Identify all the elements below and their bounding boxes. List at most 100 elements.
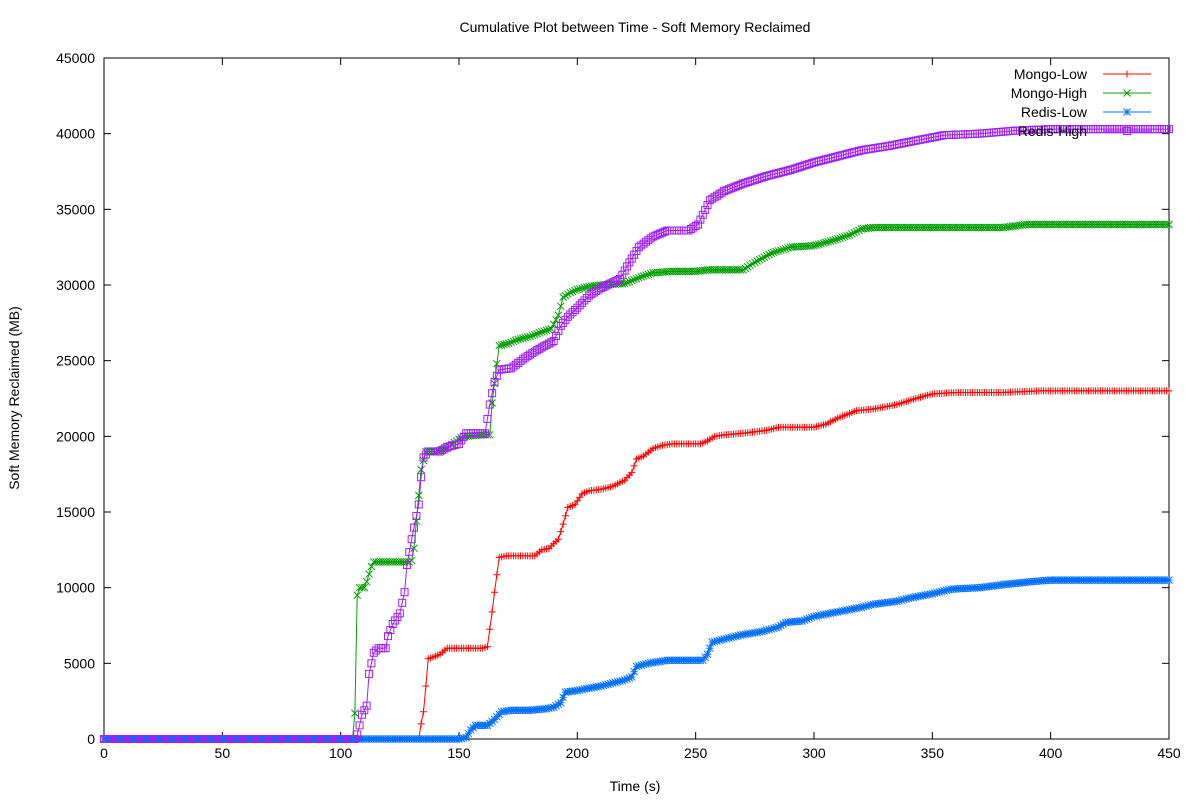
legend-marker [1123, 70, 1131, 78]
data-point [490, 377, 499, 386]
y-tick-label: 10000 [56, 580, 95, 596]
data-point [746, 261, 754, 270]
data-point [836, 234, 844, 242]
data-point [559, 693, 567, 702]
data-point [781, 244, 790, 253]
y-tick-label: 25000 [56, 353, 95, 369]
data-point [604, 680, 612, 689]
x-tick-label: 150 [447, 745, 471, 761]
data-point [696, 215, 705, 224]
data-point [630, 667, 638, 676]
data-point [502, 340, 511, 348]
data-point [554, 311, 563, 320]
data-point [568, 308, 577, 317]
legend-label: Mongo-High [1011, 85, 1087, 101]
legend-label: Mongo-Low [1014, 66, 1088, 82]
data-point [552, 331, 561, 340]
x-tick-label: 100 [329, 745, 353, 761]
data-point [557, 528, 565, 536]
data-point [620, 266, 629, 275]
x-tick-label: 0 [100, 745, 108, 761]
data-point [807, 241, 816, 250]
data-point [611, 678, 620, 687]
data-point [777, 246, 785, 255]
data-point [575, 285, 584, 293]
data-point [613, 677, 622, 686]
data-point [703, 201, 712, 210]
data-point [357, 710, 366, 719]
data-point [578, 284, 586, 293]
data-point [407, 556, 416, 565]
data-point [937, 587, 946, 596]
data-point [573, 686, 582, 695]
data-point [597, 682, 605, 690]
data-point [412, 512, 421, 521]
data-point [559, 293, 567, 301]
series-line [104, 579, 1169, 740]
data-point [549, 703, 558, 712]
data-point [897, 596, 906, 604]
data-point [562, 512, 569, 520]
data-point [526, 332, 534, 341]
data-point [578, 685, 586, 694]
y-tick-label: 40000 [56, 126, 95, 142]
data-point [803, 615, 811, 623]
y-tick-label: 30000 [56, 277, 95, 293]
x-tick-label: 400 [1039, 745, 1063, 761]
data-point [739, 266, 747, 274]
data-point [758, 254, 766, 263]
data-point [578, 298, 587, 307]
data-point [632, 662, 641, 671]
y-tick-label: 15000 [56, 504, 95, 520]
data-point [708, 638, 717, 647]
data-point [843, 231, 851, 240]
data-point [623, 262, 632, 271]
data-point [483, 414, 492, 423]
data-point [365, 669, 374, 678]
data-point [407, 535, 416, 544]
data-point [1165, 387, 1173, 395]
data-point [824, 237, 833, 246]
data-point [635, 273, 643, 282]
data-point [627, 276, 636, 285]
data-point [355, 721, 364, 730]
data-point [384, 632, 392, 641]
data-point [850, 228, 859, 237]
data-point [362, 577, 371, 586]
data-point [701, 205, 710, 214]
data-point [691, 221, 700, 230]
data-point [606, 679, 615, 688]
data-point [625, 674, 634, 682]
legend-label: Redis-High [1018, 123, 1087, 139]
y-tick-label: 20000 [56, 428, 95, 444]
data-point [779, 620, 788, 628]
data-point [784, 244, 792, 252]
data-point [623, 675, 631, 683]
data-point [892, 597, 901, 606]
data-point [491, 588, 498, 596]
series-line [104, 128, 1169, 740]
data-point [455, 735, 463, 743]
data-point [807, 613, 816, 622]
data-point [935, 588, 944, 596]
data-point [464, 729, 473, 738]
data-point [353, 591, 362, 600]
data-point [507, 338, 515, 347]
series-line [104, 223, 1169, 740]
data-point [628, 469, 636, 477]
data-point [544, 339, 553, 348]
data-point [563, 312, 572, 321]
data-point [840, 232, 849, 241]
data-point [575, 686, 584, 694]
data-point [402, 560, 411, 569]
data-point [642, 660, 650, 668]
data-point [549, 320, 558, 329]
data-point [509, 337, 518, 346]
data-point [410, 523, 419, 532]
data-point [367, 659, 376, 668]
data-point [561, 291, 570, 300]
data-point [564, 290, 572, 298]
data-point [715, 636, 724, 645]
data-point [765, 625, 773, 634]
